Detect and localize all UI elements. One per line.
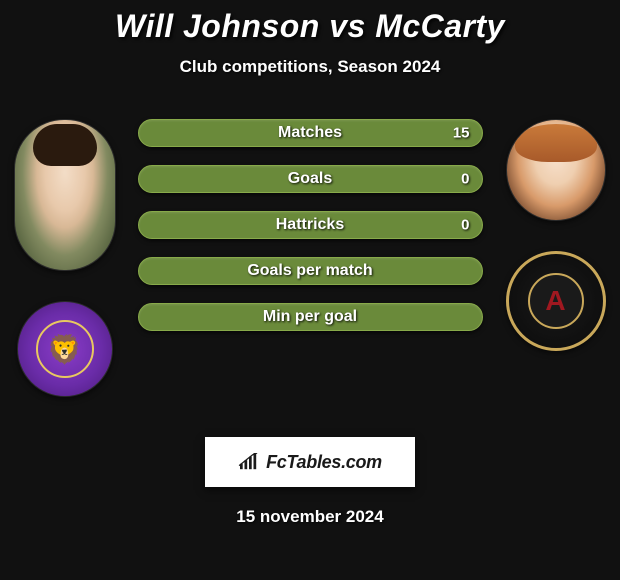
stat-label: Goals	[288, 170, 332, 188]
atlanta-a-icon: A	[528, 273, 584, 329]
bar-chart-icon	[238, 453, 260, 471]
brand-name: FcTables.com	[266, 452, 382, 473]
stat-label: Hattricks	[276, 216, 344, 234]
team-logo-right: A	[506, 251, 606, 351]
avatar-hair-icon	[515, 124, 597, 162]
date-label: 15 november 2024	[0, 507, 620, 527]
stat-value-right: 0	[461, 217, 469, 234]
main-row: 🦁 Matches 15 Goals 0 Hattricks 0	[0, 119, 620, 397]
stat-bar-goals: Goals 0	[138, 165, 483, 193]
stats-column: Matches 15 Goals 0 Hattricks 0 Goals per…	[138, 119, 483, 331]
lion-icon: 🦁	[36, 320, 94, 378]
stat-bar-matches: Matches 15	[138, 119, 483, 147]
page-title: Will Johnson vs McCarty	[0, 8, 620, 45]
stat-bar-goals-per-match: Goals per match	[138, 257, 483, 285]
stat-label: Goals per match	[247, 262, 372, 280]
comparison-card: Will Johnson vs McCarty Club competition…	[0, 0, 620, 527]
right-column: A	[501, 119, 611, 351]
stat-value-right: 15	[453, 125, 470, 142]
stat-bar-hattricks: Hattricks 0	[138, 211, 483, 239]
team-logo-left: 🦁	[17, 301, 113, 397]
stat-label: Matches	[278, 124, 342, 142]
brand-badge[interactable]: FcTables.com	[205, 437, 415, 487]
avatar-hair-icon	[33, 124, 97, 166]
stat-bar-min-per-goal: Min per goal	[138, 303, 483, 331]
stat-value-right: 0	[461, 171, 469, 188]
player-avatar-right	[506, 119, 606, 221]
player-avatar-left	[14, 119, 116, 271]
stat-label: Min per goal	[263, 308, 357, 326]
left-column: 🦁	[10, 119, 120, 397]
subtitle: Club competitions, Season 2024	[0, 57, 620, 77]
